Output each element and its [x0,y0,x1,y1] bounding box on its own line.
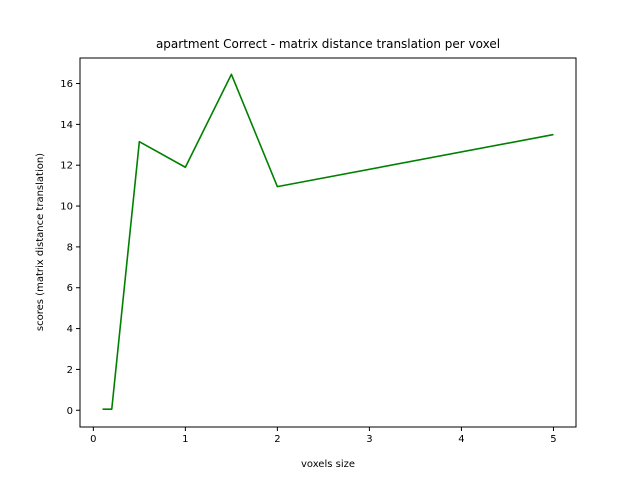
x-axis: 0 1 2 3 4 5 [90,427,557,445]
x-tick-label: 2 [274,434,280,445]
y-axis: 0 2 4 6 8 10 12 14 16 [60,79,80,417]
y-tick-label: 2 [67,365,73,376]
x-tick-label: 1 [182,434,188,445]
x-tick-label: 4 [458,434,464,445]
y-tick-label: 14 [60,120,73,131]
x-tick-label: 0 [90,434,96,445]
y-tick-label: 0 [67,406,73,417]
x-tick-label: 3 [366,434,372,445]
y-tick-label: 16 [60,79,73,90]
x-tick-label: 5 [550,434,556,445]
chart-title: apartment Correct - matrix distance tran… [156,37,500,51]
plot-area [79,57,577,428]
x-axis-label: voxels size [301,459,355,470]
y-tick-label: 6 [67,283,73,294]
y-tick-label: 4 [67,324,73,335]
series-layer [102,73,554,411]
series-line [102,73,554,411]
y-tick-label: 10 [60,202,73,213]
y-axis-label: scores (matrix distance translation) [35,153,46,331]
y-tick-label: 12 [60,161,73,172]
y-tick-label: 8 [67,242,73,253]
